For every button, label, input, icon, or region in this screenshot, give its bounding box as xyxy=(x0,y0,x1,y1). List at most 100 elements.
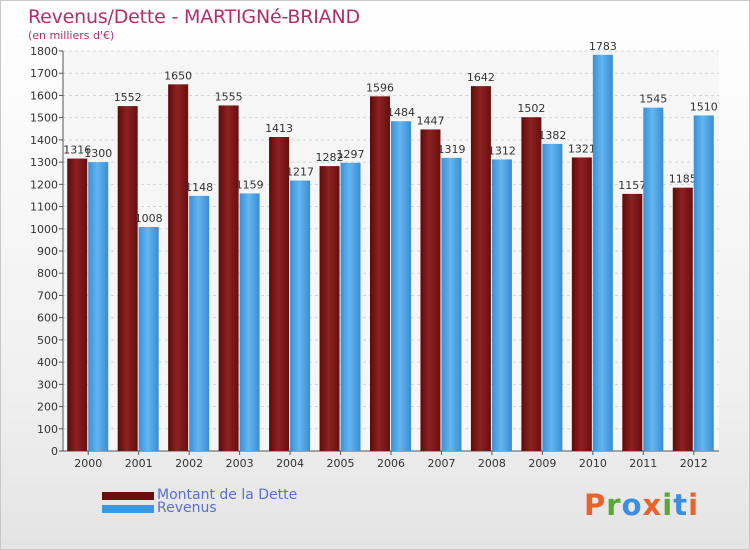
y-tick-label: 0 xyxy=(51,445,58,458)
x-tick-label: 2007 xyxy=(427,457,455,470)
x-tick-label: 2000 xyxy=(74,457,102,470)
bar-revenue-label: 1297 xyxy=(337,148,365,161)
bar-revenue-label: 1159 xyxy=(236,178,264,191)
bar-debt-label: 1642 xyxy=(467,71,495,84)
bar-debt-label: 1321 xyxy=(568,142,596,155)
bar-revenue xyxy=(340,162,361,451)
x-tick-label: 2010 xyxy=(579,457,607,470)
logo-letter: r xyxy=(606,488,622,522)
bar-revenue-label: 1300 xyxy=(84,147,112,160)
bar-revenue xyxy=(239,193,260,451)
bar-debt xyxy=(672,187,693,451)
bar-revenue-label: 1312 xyxy=(488,144,516,157)
y-tick-label: 1300 xyxy=(30,156,58,169)
logo-letter: P xyxy=(584,488,607,522)
logo-letter: i xyxy=(688,488,700,522)
y-tick-label: 1600 xyxy=(30,89,58,102)
y-tick-label: 700 xyxy=(37,289,58,302)
bar-revenue xyxy=(693,115,714,451)
bar-debt-label: 1316 xyxy=(63,144,91,157)
bar-revenue xyxy=(643,107,664,452)
bar-debt xyxy=(571,157,592,451)
bar-revenue xyxy=(88,162,109,451)
bar-revenue xyxy=(189,195,210,451)
bar-debt xyxy=(521,117,542,451)
bar-revenue-label: 1319 xyxy=(437,143,465,156)
x-tick-label: 2002 xyxy=(175,457,203,470)
bar-debt xyxy=(622,193,643,451)
bar-debt xyxy=(269,137,290,451)
bar-revenue xyxy=(290,180,311,452)
logo-letter: t xyxy=(673,488,689,522)
x-tick-label: 2003 xyxy=(226,457,254,470)
y-tick-label: 1500 xyxy=(30,112,58,125)
x-tick-label: 2005 xyxy=(327,457,355,470)
logo-letter: i xyxy=(662,488,674,522)
x-tick-label: 2004 xyxy=(276,457,304,470)
logo-letter: x xyxy=(642,488,663,522)
bar-debt-label: 1650 xyxy=(164,69,192,82)
bar-revenue-label: 1008 xyxy=(135,212,163,225)
y-tick-label: 500 xyxy=(37,334,58,347)
bar-revenue-label: 1217 xyxy=(286,166,314,179)
x-tick-label: 2008 xyxy=(478,457,506,470)
bar-revenue xyxy=(391,121,411,451)
logo-letter: o xyxy=(621,488,643,522)
bar-revenue xyxy=(542,143,563,451)
x-tick-label: 2011 xyxy=(629,457,657,470)
y-tick-label: 100 xyxy=(37,423,58,436)
bar-debt xyxy=(67,158,88,452)
y-tick-label: 900 xyxy=(37,245,58,258)
y-tick-label: 1000 xyxy=(30,223,58,236)
y-tick-label: 1200 xyxy=(30,178,58,191)
legend-swatch-revenue xyxy=(102,505,154,513)
bar-debt-label: 1502 xyxy=(517,102,545,115)
bar-debt-label: 1282 xyxy=(316,151,344,164)
y-tick-label: 1700 xyxy=(30,67,58,80)
bar-debt-label: 1185 xyxy=(669,173,697,186)
bar-revenue-label: 1783 xyxy=(589,40,617,53)
bar-debt-label: 1552 xyxy=(114,91,142,104)
legend-swatch-debt xyxy=(102,492,154,500)
bar-debt xyxy=(218,105,239,451)
bar-debt-label: 1447 xyxy=(416,114,444,127)
bar-revenue-label: 1382 xyxy=(538,129,566,142)
bar-debt-label: 1596 xyxy=(366,81,394,94)
bar-debt xyxy=(420,129,441,451)
bar-revenue xyxy=(441,157,462,451)
bar-revenue-label: 1484 xyxy=(387,106,415,119)
proxiti-logo: Proxiti xyxy=(584,488,699,522)
bar-revenue-label: 1148 xyxy=(185,181,213,194)
chart-title: Revenus/Dette - MARTIGNé-BRIAND xyxy=(28,6,360,28)
y-tick-label: 1100 xyxy=(30,201,58,214)
bar-revenue-label: 1510 xyxy=(690,100,718,113)
y-tick-label: 1400 xyxy=(30,134,58,147)
bar-revenue-label: 1545 xyxy=(639,93,667,106)
chart-subtitle: (en milliers d'€) xyxy=(28,29,115,42)
x-tick-label: 2009 xyxy=(528,457,556,470)
y-tick-label: 600 xyxy=(37,312,58,325)
bar-revenue xyxy=(138,227,159,451)
bar-debt xyxy=(168,84,189,451)
x-tick-label: 2001 xyxy=(125,457,153,470)
y-tick-label: 300 xyxy=(37,378,58,391)
y-tick-label: 400 xyxy=(37,356,58,369)
bar-debt xyxy=(117,106,138,451)
bar-debt-label: 1413 xyxy=(265,122,293,135)
y-tick-label: 200 xyxy=(37,401,58,414)
bar-debt-label: 1555 xyxy=(215,90,243,103)
legend-label-debt: Montant de la Dette xyxy=(157,487,298,503)
x-tick-label: 2006 xyxy=(377,457,405,470)
bar-revenue xyxy=(592,54,613,452)
bar-debt xyxy=(319,166,340,451)
bar-debt-label: 1157 xyxy=(618,179,646,192)
y-tick-label: 1800 xyxy=(30,45,58,58)
bar-debt xyxy=(470,86,491,451)
x-tick-label: 2012 xyxy=(680,457,708,470)
bar-revenue xyxy=(491,159,512,451)
bar-debt xyxy=(370,96,390,451)
y-tick-label: 800 xyxy=(37,267,58,280)
legend-label-revenue: Revenus xyxy=(157,500,217,516)
